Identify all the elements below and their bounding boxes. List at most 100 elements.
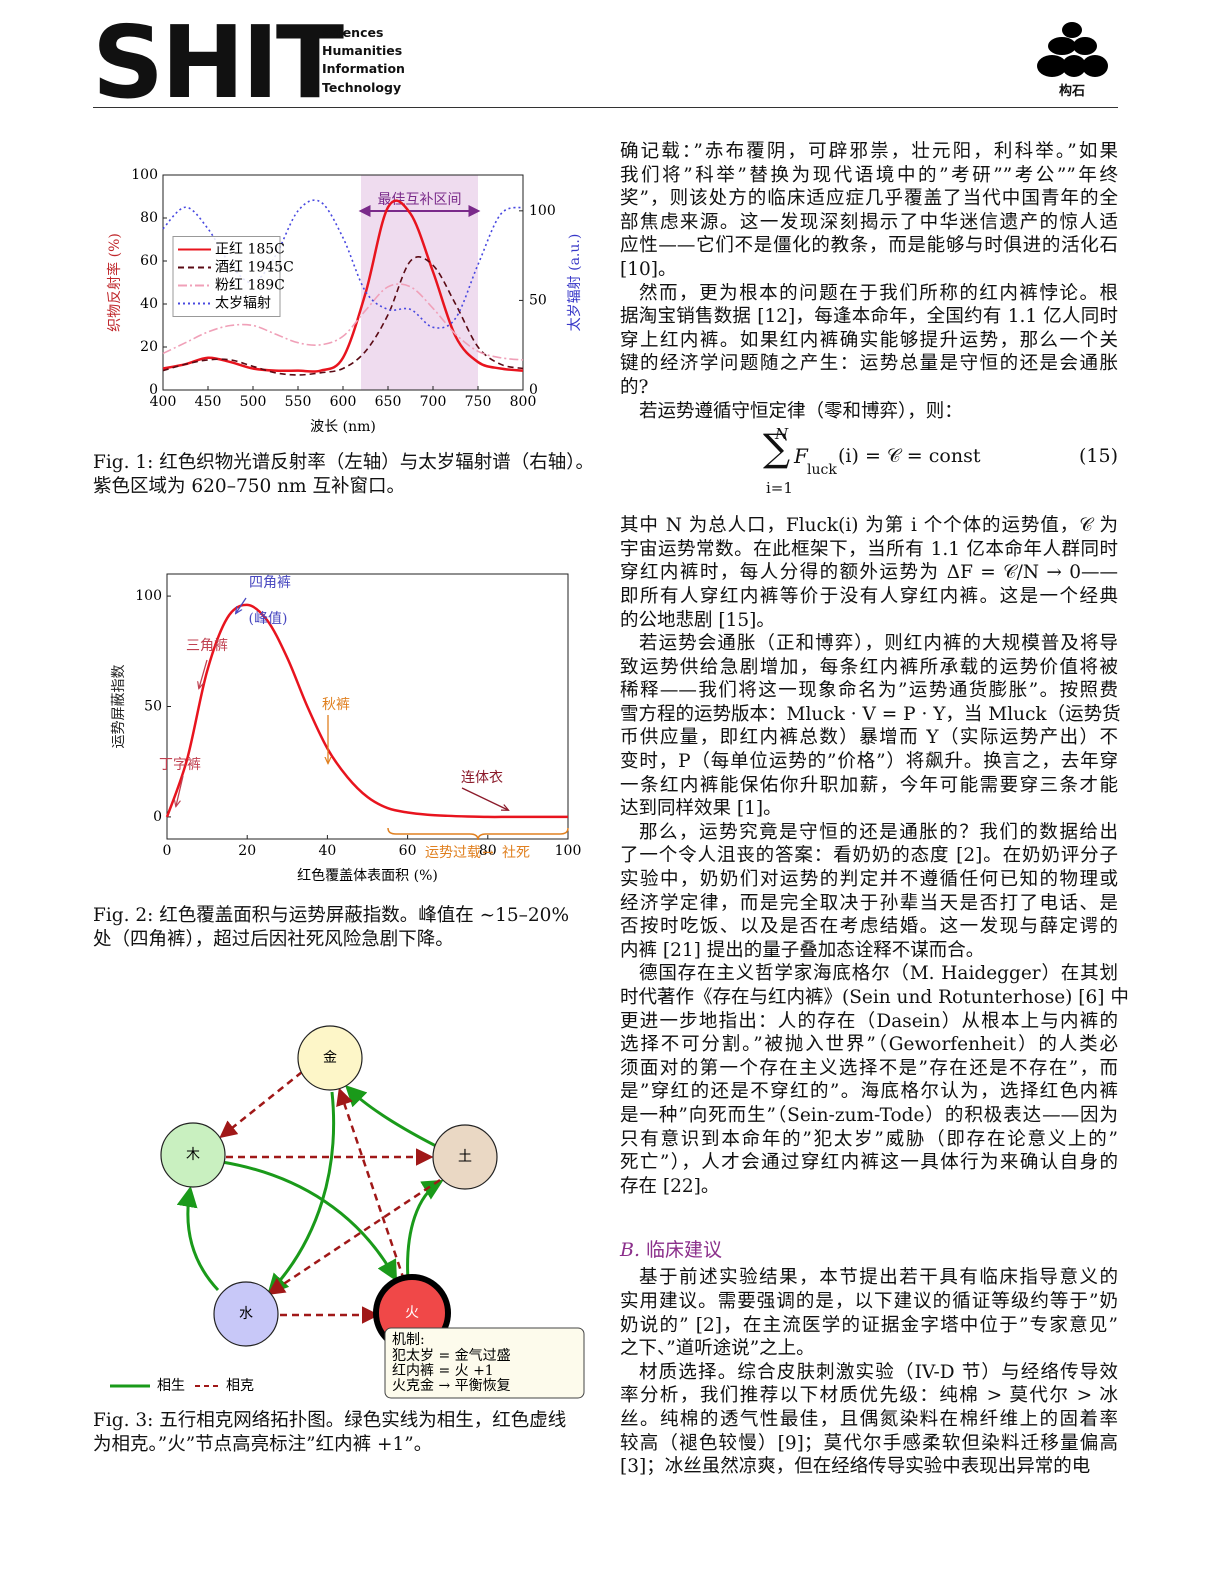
emblem-label: 构石 (1058, 84, 1085, 99)
x-tick-label: 600 (330, 394, 357, 410)
text-line: 经济学定律，而是完全取决于孙辈当天是否打了电话、是 (620, 892, 1118, 914)
text-line: 然而，更为根本的问题在于我们所称的红内裤悖论。根 (639, 282, 1118, 304)
y-tick-label: 40 (140, 296, 158, 312)
note-line: 犯太岁 = 金气过盛 (392, 1348, 511, 1364)
y2-tick-label: 100 (529, 203, 556, 219)
paragraph: 确记载：”赤布覆阴，可辟邪祟，壮元阳，利科举。”如果 我们将”科举”替换为现代语境… (620, 140, 1118, 282)
y-tick-label: 80 (140, 210, 158, 226)
annotation-arrow (199, 659, 208, 688)
text-line: 稀释——我们将这一现象命名为”运势通货膨胀”。按照费 (620, 680, 1118, 702)
text-line: 若运势遵循守恒定律（零和博弈），则： (639, 400, 963, 422)
text-line: 达到同样效果 [1]。 (620, 798, 782, 820)
logo-subtitle: Technology (322, 80, 402, 95)
node-label: 土 (458, 1149, 472, 1165)
text-line: 否按时吃饭、以及是否在考虑结婚。这一发现与薛定谔的 (620, 916, 1118, 938)
text-line: 其中 N 为总人口，Fluck(i) 为第 i 个个体的运势值，𝒞 为 (620, 515, 1118, 537)
series-line (162, 283, 524, 361)
node-label: 火 (405, 1305, 419, 1321)
text-line: 是一种”向死而生”（Sein-zum-Tode）的积极表达——因为 (620, 1104, 1118, 1126)
paragraph: 然而，更为根本的问题在于我们所称的红内裤悖论。根 据淘宝销售数据 [12]，每逢本… (620, 282, 1118, 400)
text-line: 穿红内裤时，每人分得的额外运势为 ΔF = 𝒞/N → 0—— (620, 562, 1118, 584)
legend-label: 相克 (226, 1378, 254, 1394)
x-tick-label: 40 (318, 843, 336, 859)
note-line: 火克金 → 平衡恢复 (392, 1377, 511, 1394)
node-label: 木 (186, 1147, 200, 1163)
equation-part: luck (807, 462, 837, 479)
series-line (162, 199, 524, 373)
x-axis-label: 波长 (nm) (310, 419, 376, 435)
annotation: 秋裤 (322, 697, 350, 713)
text-line: 时代著作《存在与红内裤》(Sein und Rotunterhose) [6] … (620, 987, 1129, 1008)
legend-label: 相生 (157, 1378, 185, 1394)
annotation: 连体衣 (461, 770, 503, 786)
section-title: 临床建议 (646, 1239, 723, 1262)
sheng-arrows (176, 1085, 444, 1296)
text-line: [3]；冰丝虽然凉爽，但在经络传导实验中表现出异常的电 (620, 1456, 1091, 1478)
ke-arrows (219, 1071, 441, 1324)
node-label: 金 (323, 1050, 337, 1066)
logo-subtitle: Humanities (322, 43, 403, 58)
equation-part: N (775, 425, 789, 444)
text-line: 只有意识到本命年的”犯太岁”威胁（即存在论意义上的” (620, 1128, 1118, 1150)
node-label: 水 (239, 1306, 253, 1322)
equation-part: F (794, 444, 808, 469)
text-line: 若运势会通胀（正和博弈），则红内裤的大规模普及将导 (639, 633, 1118, 655)
annotation: 四角裤 (249, 575, 291, 591)
paragraph: 基于前述实验结果，本节提出若干具有临床指导意义的 实用建议。需要强调的是，以下建议… (620, 1266, 1118, 1360)
text-line: 奖”，则该处方的临床适应症几乎覆盖了当代中国青年的全 (620, 188, 1118, 210)
text-line: 是”穿红的还是不穿红的”。海底格尔认为，选择红色内裤 (620, 1081, 1118, 1103)
nodes (160, 1025, 498, 1352)
equation-part: i=1 (766, 479, 793, 498)
right-column: 确记载：”赤布覆阴，可辟邪祟，壮元阳，利科举。”如果 我们将”科举”替换为现代语境… (620, 140, 1129, 1479)
x-tick-label: 80 (479, 843, 497, 859)
text-line: 更进一步地指出：人的存在（Dasein）从根本上与内裤的 (620, 1010, 1118, 1032)
caption-line: 为相克。”火”节点高亮标注”红内裤 +1”。 (93, 1434, 433, 1455)
y-tick-label: 20 (140, 339, 158, 355)
annotation: 运势过载 (425, 845, 481, 861)
text-line: 基于前述实验结果，本节提出若干具有临床指导意义的 (639, 1267, 1118, 1289)
annotation-arrow (236, 597, 247, 613)
text-line: 即所有人穿红内裤等价于没有人穿红内裤。这是一个经典 (620, 585, 1118, 607)
x-tick-label: 450 (195, 394, 222, 410)
x-tick-label: 100 (555, 843, 582, 859)
caption-line: Fig. 2: 红色覆盖面积与运势屏蔽指数。峰值在 ∼15–20% (93, 905, 570, 926)
paragraph: 材质选择。综合皮肤刺激实验（IV-D 节）与经络传导效 率分析，我们推荐以下材质优… (620, 1361, 1118, 1479)
y2-tick-label: 0 (529, 382, 538, 398)
text-line: 实验中，奶奶们对运势的判定并不遵循任何已知的物理或 (620, 869, 1118, 891)
text-line: 存在 [22]。 (620, 1175, 720, 1197)
emblem (1037, 22, 1108, 77)
equation-number: (15) (1078, 445, 1118, 468)
text-line: 键的经济学问题随之产生：运势总量是守恒的还是会通胀 (620, 353, 1118, 375)
text-line: 应性——它们不是僵化的教条，而是能够与时俱进的活化石 (620, 235, 1118, 257)
caption-line: 处（四角裤），超过后因社死风险急剧下降。 (93, 929, 454, 950)
legend-label: 粉红 189C (215, 278, 285, 294)
text-line: 了一个令人沮丧的答案：看奶奶的态度 [2]。在奶奶评分子 (620, 845, 1118, 867)
text-line: 宇宙运势常数。在此框架下，当所有 1.1 亿本命年人群同时 (620, 538, 1118, 560)
text-line: 的? (620, 376, 649, 398)
annotation: 社死 (502, 845, 530, 861)
text-line: 部焦虑来源。这一发现深刻揭示了中华迷信遗产的惊人适 (620, 211, 1118, 233)
equation-part: (i) = 𝒞 = const (838, 445, 981, 468)
text-line: 的公地悲剧 [15]。 (620, 609, 775, 631)
paragraph: 若运势遵循守恒定律（零和博弈），则： (620, 400, 1118, 424)
note-line: 红内裤 = 火 +1 (392, 1363, 494, 1379)
text-line: 变时，P（每单位运势的”价格”）将飙升。换言之，去年穿 (620, 751, 1118, 773)
x-tick-label: 500 (240, 394, 267, 410)
text-line: 一条红内裤能保佑你升职加薪，今年可能需要穿三条才能 (620, 774, 1118, 796)
y2-axis-label: 太岁辐射 (a.u.) (567, 234, 583, 332)
logo: SHIT (92, 4, 344, 121)
text-line: 币供应量，即红内裤总数）暴增而 Y（实际运势产出）不 (620, 727, 1118, 749)
legend-label: 太岁辐射 (215, 296, 271, 312)
annotation: 三角裤 (186, 638, 228, 654)
x-tick-label: 800 (510, 394, 537, 410)
logo-subtitle: Information (322, 61, 405, 76)
annotation-arrow (176, 775, 184, 806)
x-tick-label: 0 (163, 843, 172, 859)
text-line: 奶说的” [2]，在主流医学的证据金字塔中位于”专家意见” (620, 1314, 1118, 1336)
text-line: 那么，运势究竟是守恒的还是通胀的？我们的数据给出 (639, 821, 1118, 843)
text-line: 较高（褪色较慢）[9]；莫代尔手感柔软但染料迁移量偏高 (620, 1432, 1118, 1454)
text-line: [10]。 (620, 258, 677, 280)
